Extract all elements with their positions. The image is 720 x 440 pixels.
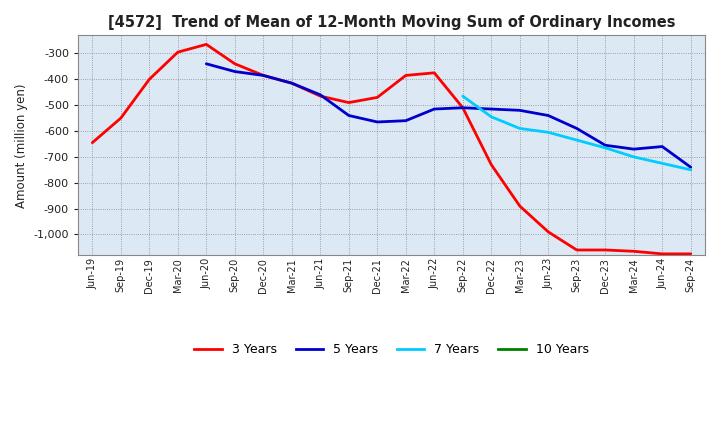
5 Years: [629, 147, 638, 152]
3 Years: [402, 73, 410, 78]
Line: 3 Years: 3 Years: [92, 44, 690, 254]
5 Years: [516, 108, 524, 113]
3 Years: [88, 140, 96, 145]
3 Years: [459, 105, 467, 110]
5 Years: [544, 113, 552, 118]
5 Years: [402, 118, 410, 123]
5 Years: [686, 165, 695, 170]
5 Years: [259, 73, 268, 78]
3 Years: [230, 61, 239, 66]
3 Years: [544, 229, 552, 235]
3 Years: [344, 100, 353, 105]
3 Years: [145, 77, 153, 82]
5 Years: [287, 81, 296, 86]
5 Years: [430, 106, 438, 112]
Line: 7 Years: 7 Years: [463, 96, 690, 170]
7 Years: [601, 145, 610, 150]
Legend: 3 Years, 5 Years, 7 Years, 10 Years: 3 Years, 5 Years, 7 Years, 10 Years: [189, 338, 594, 361]
7 Years: [686, 167, 695, 172]
7 Years: [658, 161, 667, 166]
3 Years: [516, 203, 524, 209]
7 Years: [629, 154, 638, 160]
7 Years: [544, 130, 552, 135]
3 Years: [572, 247, 581, 253]
5 Years: [658, 144, 667, 149]
5 Years: [316, 92, 325, 97]
3 Years: [629, 249, 638, 254]
5 Years: [572, 126, 581, 131]
5 Years: [202, 61, 211, 66]
7 Years: [487, 114, 495, 119]
5 Years: [373, 119, 382, 125]
5 Years: [459, 105, 467, 110]
3 Years: [316, 93, 325, 99]
5 Years: [487, 106, 495, 112]
3 Years: [658, 251, 667, 257]
3 Years: [117, 115, 125, 121]
3 Years: [373, 95, 382, 100]
3 Years: [202, 42, 211, 47]
Title: [4572]  Trend of Mean of 12-Month Moving Sum of Ordinary Incomes: [4572] Trend of Mean of 12-Month Moving …: [108, 15, 675, 30]
3 Years: [686, 251, 695, 257]
3 Years: [174, 50, 182, 55]
7 Years: [572, 137, 581, 143]
Y-axis label: Amount (million yen): Amount (million yen): [15, 83, 28, 208]
5 Years: [601, 143, 610, 148]
3 Years: [601, 247, 610, 253]
3 Years: [487, 162, 495, 167]
5 Years: [344, 113, 353, 118]
7 Years: [459, 93, 467, 99]
3 Years: [287, 81, 296, 86]
Line: 5 Years: 5 Years: [207, 64, 690, 167]
3 Years: [430, 70, 438, 76]
3 Years: [259, 73, 268, 78]
5 Years: [230, 69, 239, 74]
7 Years: [516, 126, 524, 131]
